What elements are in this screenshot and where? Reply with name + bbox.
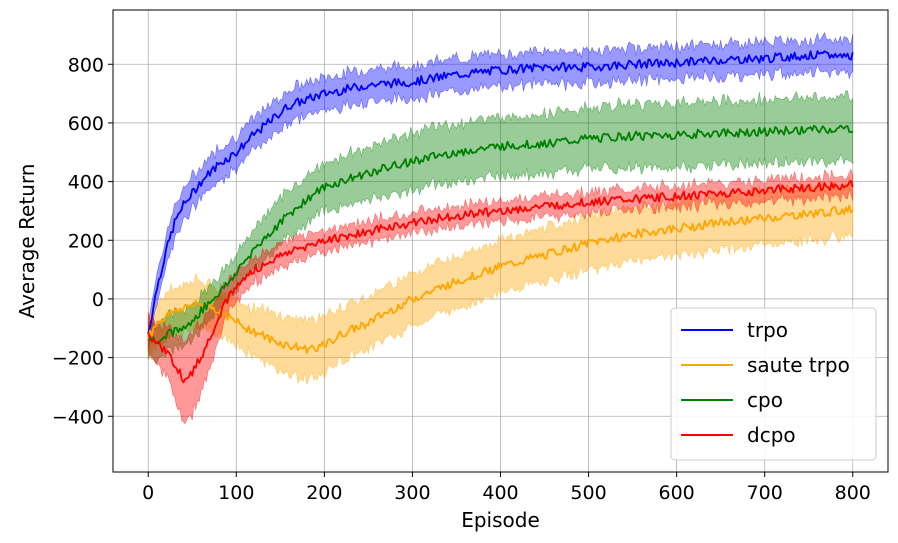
x-tick-label: 200 [306,482,342,504]
series-lines [147,50,854,384]
legend-items: trpo saute trpo cpo dcpo [681,318,850,447]
series-band-trpo [147,31,854,352]
series-band-dcpo [147,168,854,425]
x-axis-ticks: 0 100 200 300 400 500 600 700 800 [142,472,871,504]
x-tick-label: 700 [747,482,783,504]
y-tick-label: 0 [92,289,104,311]
x-tick-label: 400 [482,482,518,504]
y-axis-label: Average Return [15,164,39,319]
series-line-dcpo [147,180,854,384]
legend-label-saute-trpo: saute trpo [747,353,850,377]
legend-box [670,307,877,461]
x-tick-label: 300 [394,482,430,504]
x-tick-label: 500 [570,482,606,504]
x-tick-label: 100 [218,482,254,504]
legend: trpo saute trpo cpo dcpo [670,307,877,461]
series-band-cpo [147,90,854,364]
x-tick-label: 600 [659,482,695,504]
series-line-cpo [147,124,854,345]
x-tick-label: 800 [835,482,871,504]
x-axis-label: Episode [461,508,540,532]
legend-label-dcpo: dcpo [747,423,796,447]
x-tick-label: 0 [142,482,154,504]
y-tick-label: 400 [68,172,104,194]
series-line-trpo [147,50,854,335]
legend-label-cpo: cpo [747,388,783,412]
y-tick-label: 800 [68,54,104,76]
series-line-saute-trpo [147,204,854,354]
y-axis-ticks: −400 −200 0 200 400 600 800 [52,54,113,428]
y-tick-label: 600 [68,113,104,135]
legend-label-trpo: trpo [747,318,788,342]
y-tick-label: 200 [68,230,104,252]
y-tick-label: −200 [52,348,104,370]
y-tick-label: −400 [52,406,104,428]
